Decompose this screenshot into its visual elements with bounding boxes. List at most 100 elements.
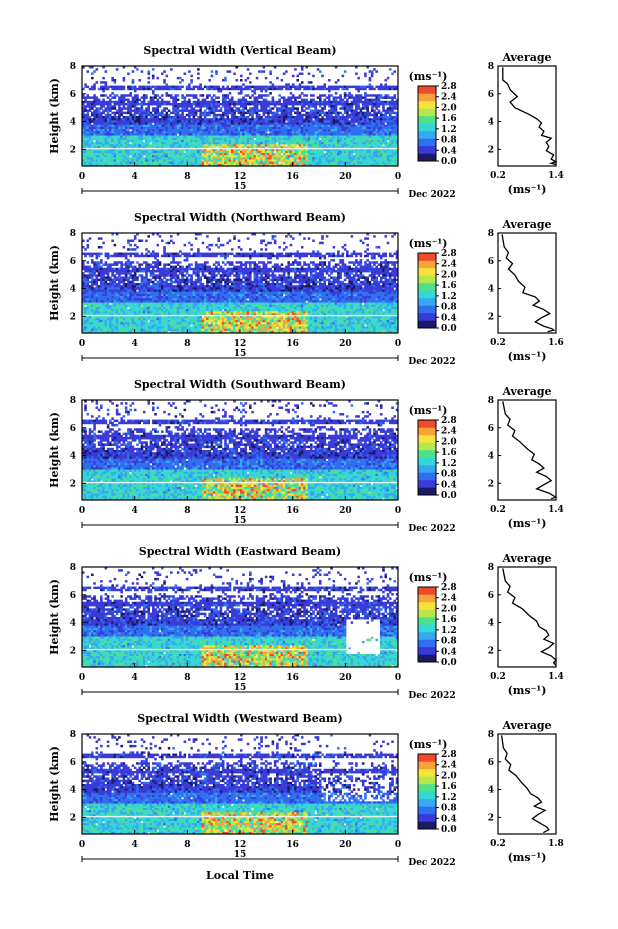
heatmap-cell [143,129,146,131]
heatmap-cell [118,118,121,120]
heatmap-cell [208,142,211,144]
heatmap-cell [364,120,367,122]
heatmap-cell [249,153,252,155]
heatmap-cell [166,125,169,127]
heatmap-cell [278,159,281,161]
heatmap-cell [339,103,342,105]
heatmap-cell [102,274,105,276]
heatmap-cell [213,94,216,96]
heatmap-cell [342,103,345,105]
heatmap-cell [303,120,306,122]
heatmap-cell [292,131,295,133]
heatmap-cell [346,127,349,129]
heatmap-cell [87,309,90,311]
heatmap-cell [247,136,250,138]
heatmap-cell [100,290,103,292]
heatmap-cell [87,129,90,131]
heatmap-cell [107,136,110,138]
heatmap-cell [141,129,144,131]
heatmap-cell [154,125,157,127]
heatmap-cell [303,159,306,161]
heatmap-cell [308,136,311,138]
heatmap-cell [328,96,331,98]
heatmap-cell [179,88,182,90]
heatmap-cell [129,88,132,90]
heatmap-cell [175,140,178,142]
heatmap-cell [378,88,381,90]
heatmap-cell [87,283,90,285]
heatmap-cell [100,296,103,298]
heatmap-cell [303,101,306,103]
heatmap-cell [89,329,92,331]
heatmap-cell [220,107,223,109]
heatmap-cell [93,112,96,114]
heatmap-cell [136,144,139,146]
heatmap-cell [154,88,157,90]
heatmap-cell [299,131,302,133]
heatmap-cell [269,70,272,72]
heatmap-cell [109,138,112,140]
heatmap-cell [211,101,214,103]
heatmap-cell [84,155,87,157]
heatmap-cell [351,103,354,105]
heatmap-cell [319,86,322,88]
heatmap-cell [371,162,374,164]
heatmap-cell [217,88,220,90]
heatmap-cell [190,127,193,129]
heatmap-cell [369,79,372,81]
heatmap-cell [175,142,178,144]
heatmap-cell [321,129,324,131]
heatmap-cell [249,107,252,109]
heatmap-cell [330,138,333,140]
heatmap-cell [337,120,340,122]
heatmap-cell [267,162,270,164]
heatmap-cell [378,129,381,131]
heatmap-cell [319,155,322,157]
heatmap-cell [98,270,101,272]
heatmap-cell [278,120,281,122]
heatmap-cell [256,131,259,133]
heatmap-cell [312,157,315,159]
heatmap-cell [181,136,184,138]
heatmap-cell [100,274,103,276]
heatmap-cell [156,112,159,114]
heatmap-cell [333,138,336,140]
heatmap-cell [303,140,306,142]
heatmap-cell [111,118,114,120]
heatmap-cell [342,86,345,88]
heatmap-cell [127,120,130,122]
heatmap-cell [387,157,390,159]
heatmap-cell [380,127,383,129]
heatmap-cell [254,103,257,105]
heatmap-cell [312,75,315,77]
heatmap-cell [265,107,268,109]
heatmap-cell [217,105,220,107]
heatmap-cell [116,133,119,135]
heatmap-cell [132,142,135,144]
heatmap-cell [285,138,288,140]
heatmap-cell [369,101,372,103]
heatmap-cell [351,123,354,125]
heatmap-cell [98,127,101,129]
heatmap-cell [339,144,342,146]
heatmap-cell [89,270,92,272]
heatmap-cell [190,136,193,138]
heatmap-cell [181,103,184,105]
heatmap-cell [186,105,189,107]
heatmap-cell [283,109,286,111]
heatmap-cell [170,125,173,127]
heatmap-cell [299,151,302,153]
heatmap-cell [380,118,383,120]
heatmap-cell [222,162,225,164]
heatmap-cell [147,123,150,125]
heatmap-cell [100,287,103,289]
heatmap-cell [344,142,347,144]
heatmap-cell [100,133,103,135]
heatmap-cell [197,73,200,75]
heatmap-cell [269,151,272,153]
heatmap-cell [333,88,336,90]
heatmap-cell [321,112,324,114]
heatmap-cell [220,103,223,105]
heatmap-cell [292,101,295,103]
heatmap-cell [382,140,385,142]
